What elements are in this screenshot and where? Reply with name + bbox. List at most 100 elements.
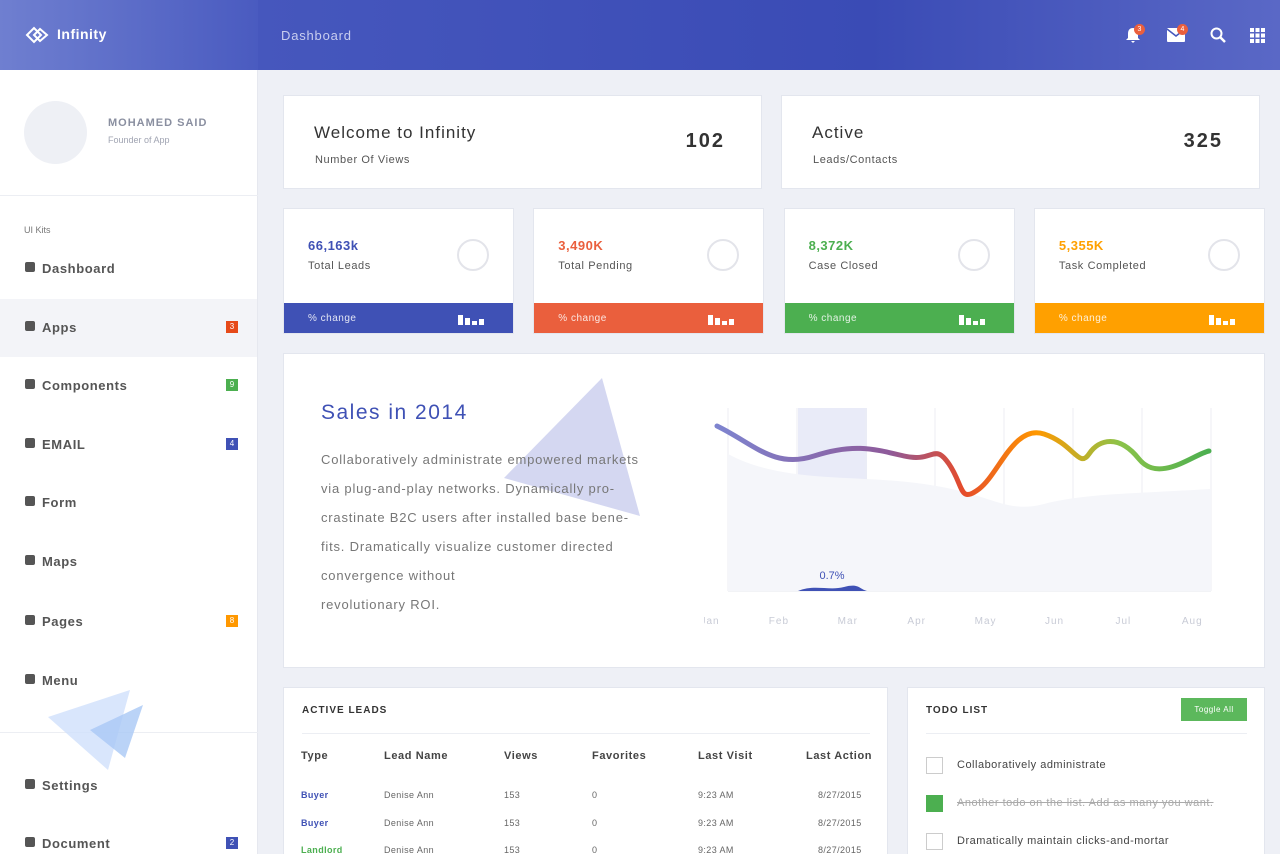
nav-badge: 2 bbox=[226, 837, 238, 849]
welcome-card: Active Leads/Contacts 325 bbox=[781, 95, 1260, 189]
wave bbox=[798, 585, 867, 591]
nav-item[interactable]: Dashboard bbox=[0, 240, 257, 298]
welcome-title: Welcome to Infinity bbox=[314, 123, 477, 142]
welcome-card: Welcome to Infinity Number Of Views 102 bbox=[283, 95, 762, 189]
table-cell: 9:23 AM bbox=[698, 790, 734, 800]
grid-icon[interactable] bbox=[1250, 28, 1265, 43]
column-header: Last Visit bbox=[698, 750, 753, 762]
checkbox[interactable] bbox=[926, 833, 943, 850]
stat-change: % change bbox=[308, 313, 357, 324]
nav-label: Maps bbox=[42, 554, 78, 569]
nav-icon bbox=[25, 615, 35, 625]
column-header: Type bbox=[301, 750, 329, 762]
mini-bars bbox=[958, 315, 985, 325]
nav-badge: 3 bbox=[226, 321, 238, 333]
table-cell: 8/27/2015 bbox=[818, 845, 862, 854]
table-cell: 8/27/2015 bbox=[818, 790, 862, 800]
stat-band: % change bbox=[284, 303, 513, 333]
table-cell: 8/27/2015 bbox=[818, 817, 862, 828]
message-badge: 4 bbox=[1177, 24, 1188, 35]
stat-value: 5,355K bbox=[1058, 238, 1104, 253]
toggle-button[interactable]: Toggle All bbox=[1181, 698, 1247, 721]
table-cell: 0 bbox=[592, 845, 598, 854]
month-label: Mar bbox=[838, 616, 858, 627]
sales-text: Collaboratively administrate empowered m… bbox=[321, 452, 639, 467]
nav-label: Settings bbox=[42, 778, 99, 793]
mini-bar bbox=[715, 318, 721, 325]
nav-item[interactable]: Settings bbox=[0, 756, 257, 814]
table-cell: 9:23 AM bbox=[698, 845, 734, 854]
nav-icon bbox=[25, 321, 35, 331]
table-cell: Denise Ann bbox=[384, 845, 435, 854]
stat-value: 3,490K bbox=[558, 238, 604, 253]
stat-band: % change bbox=[534, 303, 764, 333]
nav-item[interactable]: Form bbox=[0, 474, 257, 532]
nav-label: Dashboard bbox=[42, 261, 116, 276]
checkbox[interactable] bbox=[926, 757, 943, 774]
mini-bar bbox=[1229, 319, 1235, 325]
nav-icon bbox=[25, 496, 35, 506]
column-header: Last Action bbox=[806, 750, 873, 762]
stat-value: 8,372K bbox=[808, 238, 854, 253]
profile-name: MOHAMED SAID bbox=[108, 117, 208, 129]
mini-bar bbox=[729, 319, 735, 325]
nav-item[interactable]: Components 9 bbox=[0, 357, 257, 415]
table-cell: 0 bbox=[592, 817, 598, 828]
nav-label: Menu bbox=[42, 673, 79, 688]
mini-bar bbox=[958, 315, 964, 325]
table-cell: Denise Ann bbox=[384, 790, 435, 800]
table-cell: 153 bbox=[504, 790, 521, 800]
sales-text: revolutionary ROI. bbox=[321, 597, 441, 612]
nav-icon bbox=[25, 779, 35, 789]
mini-bar bbox=[722, 321, 728, 325]
stat-icon bbox=[707, 239, 740, 271]
month-label: Jan bbox=[704, 616, 720, 627]
stat-change: % change bbox=[808, 313, 858, 324]
nav-item[interactable]: Menu bbox=[0, 652, 257, 710]
nav-item[interactable]: Pages 8 bbox=[0, 593, 257, 651]
welcome-title: Active bbox=[812, 123, 865, 142]
nav-item[interactable]: Maps bbox=[0, 533, 257, 591]
sales-text: crastinate B2C users after installed bas… bbox=[321, 510, 629, 525]
mini-bar bbox=[465, 318, 470, 325]
nav-label: Components bbox=[42, 378, 128, 393]
mini-bar bbox=[472, 321, 477, 325]
mini-bars bbox=[458, 315, 484, 325]
nav-badge: 9 bbox=[226, 379, 238, 391]
notification-badge: 3 bbox=[1134, 24, 1145, 35]
table-cell: 9:23 AM bbox=[698, 817, 734, 828]
profile-role[interactable]: Founder of App bbox=[108, 135, 170, 145]
stat-label: Total Leads bbox=[308, 260, 371, 272]
nav-label: Apps bbox=[42, 320, 77, 335]
stat-label: Task Completed bbox=[1058, 260, 1147, 272]
nav-item[interactable]: Apps 3 bbox=[0, 299, 257, 357]
divider bbox=[926, 733, 1247, 734]
stat-label: Total Pending bbox=[558, 260, 633, 272]
nav-item[interactable]: Document 2 bbox=[0, 814, 257, 854]
table-cell: 153 bbox=[504, 817, 521, 828]
highlight-label: 0.7% bbox=[819, 570, 844, 582]
nav-icon bbox=[25, 262, 35, 272]
nav-label: Form bbox=[42, 495, 77, 510]
brand-bar: Infinity bbox=[0, 0, 258, 70]
todo-card: TODO LIST Toggle All Collaboratively admin… bbox=[907, 687, 1265, 854]
todo-text: Dramatically maintain clicks-and-mortar bbox=[957, 835, 1170, 847]
welcome-subtitle: Leads/Contacts bbox=[813, 154, 898, 166]
mini-bar bbox=[1208, 315, 1214, 325]
leads-card: ACTIVE LEADS Type Lead Name Views Favorites L… bbox=[283, 687, 888, 854]
checkbox[interactable] bbox=[926, 795, 943, 812]
nav-badge: 8 bbox=[226, 615, 238, 627]
stat-label: Case Closed bbox=[808, 260, 879, 272]
nav-item[interactable]: EMAIL 4 bbox=[0, 416, 257, 474]
column-header: Favorites bbox=[592, 750, 647, 762]
nav-icon bbox=[25, 438, 35, 448]
section-label: UI Kits bbox=[24, 225, 51, 235]
sales-text: via plug-and-play networks. Dynamically … bbox=[321, 481, 615, 496]
todo-title: TODO LIST bbox=[926, 705, 989, 716]
brand-logo bbox=[25, 26, 49, 44]
stat-band: % change bbox=[1034, 303, 1264, 333]
sales-line bbox=[714, 423, 1212, 497]
month-label: Apr bbox=[907, 616, 926, 627]
search-icon[interactable] bbox=[1210, 27, 1226, 43]
